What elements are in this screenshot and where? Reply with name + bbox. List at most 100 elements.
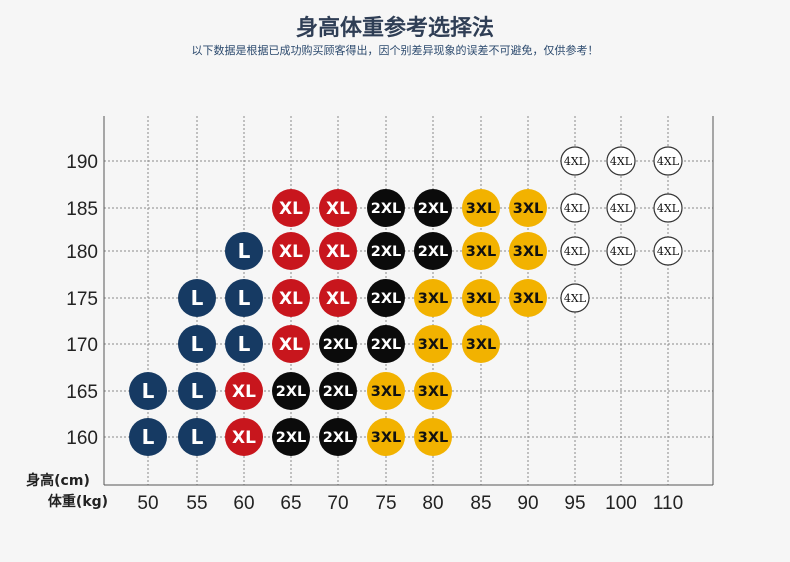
size-marker-80-170: 3XL [414, 325, 452, 363]
size-label: L [142, 379, 155, 403]
size-circle [367, 279, 405, 317]
size-label: 3XL [513, 244, 544, 260]
x-tick-100: 100 [605, 493, 637, 514]
size-marker-100-185: 4XL [606, 193, 636, 223]
size-circle [272, 418, 310, 456]
size-circle [509, 232, 547, 270]
size-label: XL [232, 382, 256, 402]
size-label: 2XL [371, 291, 402, 307]
size-marker-90-175: 3XL [509, 279, 547, 317]
size-circle [319, 279, 357, 317]
size-label: 3XL [371, 384, 402, 400]
size-circle [367, 189, 405, 227]
size-circle [414, 189, 452, 227]
size-label: 4XL [657, 202, 680, 215]
size-circle [509, 189, 547, 227]
x-tick-60: 60 [233, 493, 254, 514]
size-circle [414, 279, 452, 317]
page-subtitle: 以下数据是根据已成功购买顾客得出，因个别差异现象的误差不可避免，仅供参考！ [191, 45, 599, 57]
size-marker-75-170: 2XL [367, 325, 405, 363]
size-label: 2XL [371, 201, 402, 217]
size-marker-65-185: XL [272, 189, 310, 227]
size-marker-50-165: L [129, 372, 167, 410]
x-tick-110: 110 [653, 493, 683, 514]
size-circle [319, 232, 357, 270]
size-marker-70-185: XL [319, 189, 357, 227]
size-label: L [191, 286, 204, 310]
size-label: 3XL [513, 201, 544, 217]
size-label: 3XL [371, 430, 402, 446]
size-marker-70-175: XL [319, 279, 357, 317]
x-tick-85: 85 [470, 493, 491, 514]
size-label: 3XL [466, 244, 497, 260]
size-circle [367, 232, 405, 270]
size-circle [560, 236, 590, 266]
size-marker-85-185: 3XL [462, 189, 500, 227]
x-axis-label: 体重(kg) [48, 493, 108, 510]
size-marker-65-175: XL [272, 279, 310, 317]
size-marker-70-160: 2XL [319, 418, 357, 456]
y-tick-165: 165 [66, 382, 98, 403]
size-marker-110-180: 4XL [653, 236, 683, 266]
size-circle [462, 325, 500, 363]
size-label: L [191, 332, 204, 356]
size-marker-85-175: 3XL [462, 279, 500, 317]
size-label: 4XL [610, 245, 633, 258]
size-label: XL [279, 289, 303, 309]
size-marker-60-175: L [225, 279, 263, 317]
size-marker-110-185: 4XL [653, 193, 683, 223]
x-tick-90: 90 [517, 493, 538, 514]
size-marker-75-165: 3XL [367, 372, 405, 410]
size-circle [272, 372, 310, 410]
size-label: 4XL [564, 245, 587, 258]
size-marker-95-190: 4XL [560, 146, 590, 176]
size-label: L [142, 425, 155, 449]
size-circle [319, 189, 357, 227]
chart-ticks: 50 55 60 65 70 75 80 85 90 95 100 110 160 165 170 175 18… [66, 152, 683, 514]
size-label: 3XL [513, 291, 544, 307]
size-marker-75-175: 2XL [367, 279, 405, 317]
size-marker-70-170: 2XL [319, 325, 357, 363]
size-circle [462, 232, 500, 270]
size-marker-100-180: 4XL [606, 236, 636, 266]
size-label: 3XL [418, 291, 449, 307]
y-tick-170: 170 [66, 335, 98, 356]
size-circle [509, 279, 547, 317]
size-marker-55-165: L [178, 372, 216, 410]
size-marker-75-160: 3XL [367, 418, 405, 456]
size-circle [178, 279, 216, 317]
size-marker-85-180: 3XL [462, 232, 500, 270]
size-circle [606, 193, 636, 223]
size-marker-65-165: 2XL [272, 372, 310, 410]
size-circle [129, 418, 167, 456]
y-axis-label: 身高(cm) [26, 472, 90, 489]
size-label: 2XL [323, 430, 354, 446]
size-marker-75-185: 2XL [367, 189, 405, 227]
size-circle [653, 193, 683, 223]
size-circle [129, 372, 167, 410]
size-marker-65-180: XL [272, 232, 310, 270]
size-circle [560, 146, 590, 176]
size-marker-60-180: L [225, 232, 263, 270]
x-tick-65: 65 [280, 493, 301, 514]
size-marker-100-190: 4XL [606, 146, 636, 176]
size-label: 4XL [657, 155, 680, 168]
size-marker-65-160: 2XL [272, 418, 310, 456]
size-marker-70-165: 2XL [319, 372, 357, 410]
size-circle [272, 189, 310, 227]
size-label: L [238, 332, 251, 356]
size-circle [272, 279, 310, 317]
size-marker-55-170: L [178, 325, 216, 363]
size-marker-90-185: 3XL [509, 189, 547, 227]
size-label: 4XL [657, 245, 680, 258]
size-circle [225, 418, 263, 456]
size-circle [367, 418, 405, 456]
size-circle [414, 232, 452, 270]
size-label: 3XL [466, 291, 497, 307]
size-label: XL [232, 428, 256, 448]
size-marker-55-175: L [178, 279, 216, 317]
size-circle [560, 193, 590, 223]
size-marker-55-160: L [178, 418, 216, 456]
size-label: XL [326, 242, 350, 262]
size-label: 4XL [610, 155, 633, 168]
